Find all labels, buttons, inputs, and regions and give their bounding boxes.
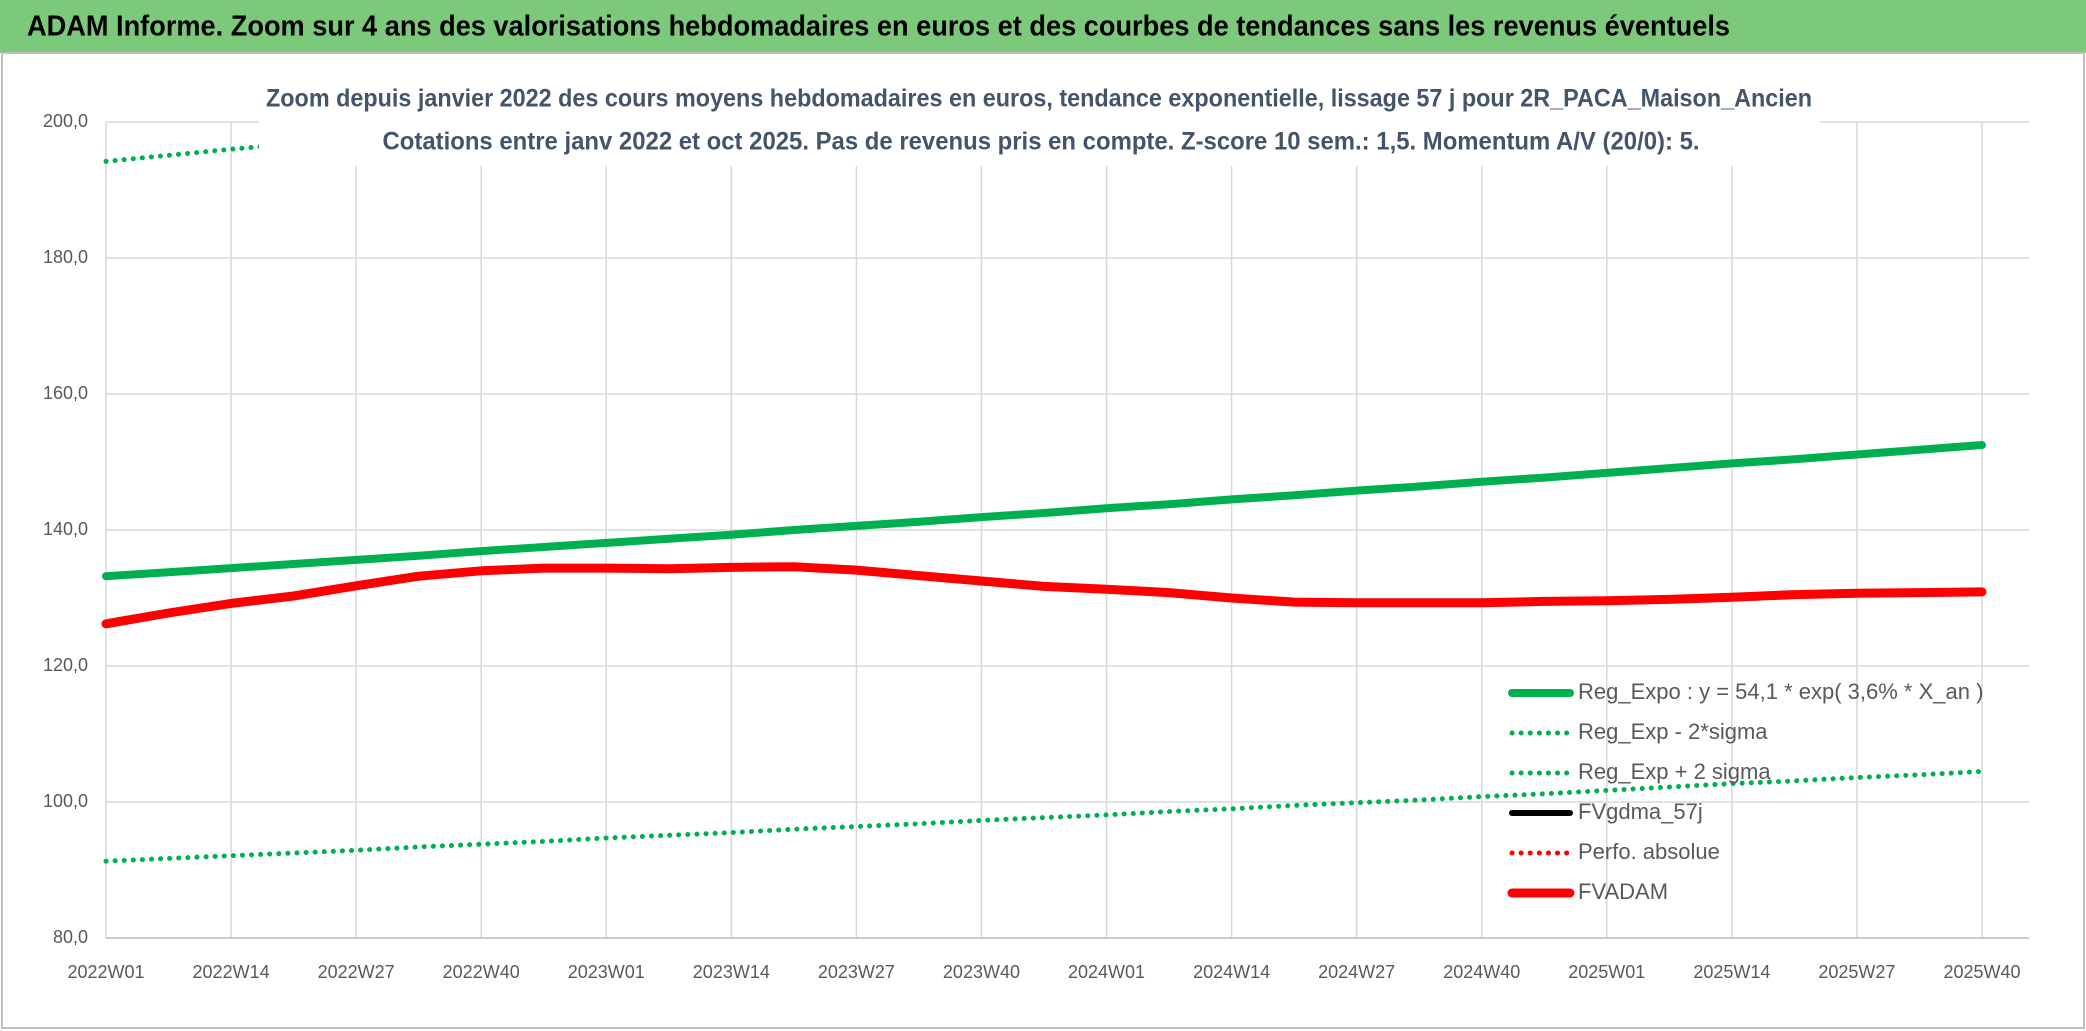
x-tick-label: 2022W40 bbox=[443, 962, 520, 982]
x-tick-label: 2025W14 bbox=[1693, 962, 1770, 982]
y-tick-label: 160,0 bbox=[43, 383, 88, 403]
legend: Reg_Expo : y = 54,1 * exp( 3,6% * X_an )… bbox=[1507, 679, 1983, 904]
chart-subtitle: Cotations entre janv 2022 et oct 2025. P… bbox=[383, 128, 1700, 156]
x-tick-label: 2024W27 bbox=[1318, 962, 1395, 982]
legend-label: FVgdma_57j bbox=[1578, 799, 1703, 824]
header-title: ADAM Informe. Zoom sur 4 ans des valoris… bbox=[27, 11, 1730, 43]
x-tick-label: 2022W01 bbox=[67, 962, 144, 982]
x-tick-label: 2023W27 bbox=[818, 962, 895, 982]
legend-label: Perfo. absolue bbox=[1578, 839, 1720, 864]
series-line bbox=[101, 562, 1987, 629]
legend-label: Reg_Expo : y = 54,1 * exp( 3,6% * X_an ) bbox=[1578, 679, 1983, 704]
x-tick-label: 2023W14 bbox=[693, 962, 770, 982]
y-tick-label: 140,0 bbox=[43, 519, 88, 539]
x-tick-label: 2023W01 bbox=[568, 962, 645, 982]
header-band bbox=[0, 0, 2086, 53]
title-box bbox=[259, 82, 1820, 166]
x-tick-label: 2024W40 bbox=[1443, 962, 1520, 982]
x-tick-label: 2022W27 bbox=[318, 962, 395, 982]
y-tick-label: 200,0 bbox=[43, 111, 88, 131]
chart-title: Zoom depuis janvier 2022 des cours moyen… bbox=[266, 85, 1812, 113]
legend-label: Reg_Exp - 2*sigma bbox=[1578, 719, 1768, 744]
plot-area: 80,0 100,0 120,0 140,0 160,0 180,0 200,0 2022W0… bbox=[43, 111, 2029, 982]
series-line bbox=[103, 768, 1985, 864]
series-line bbox=[102, 441, 1986, 581]
x-tick-label: 2025W40 bbox=[1943, 962, 2020, 982]
x-tick-label: 2025W01 bbox=[1568, 962, 1645, 982]
y-tick-label: 100,0 bbox=[43, 791, 88, 811]
x-tick-label: 2022W14 bbox=[193, 962, 270, 982]
x-tick-label: 2023W40 bbox=[943, 962, 1020, 982]
chart-frame bbox=[1, 52, 2085, 1029]
legend-label: FVADAM bbox=[1578, 879, 1668, 904]
y-tick-label: 180,0 bbox=[43, 247, 88, 267]
x-tick-label: 2024W01 bbox=[1068, 962, 1145, 982]
x-tick-label: 2024W14 bbox=[1193, 962, 1270, 982]
y-tick-label: 80,0 bbox=[53, 927, 88, 947]
y-tick-label: 120,0 bbox=[43, 655, 88, 675]
legend-label: Reg_Exp + 2 sigma bbox=[1578, 759, 1771, 784]
x-tick-label: 2025W27 bbox=[1818, 962, 1895, 982]
